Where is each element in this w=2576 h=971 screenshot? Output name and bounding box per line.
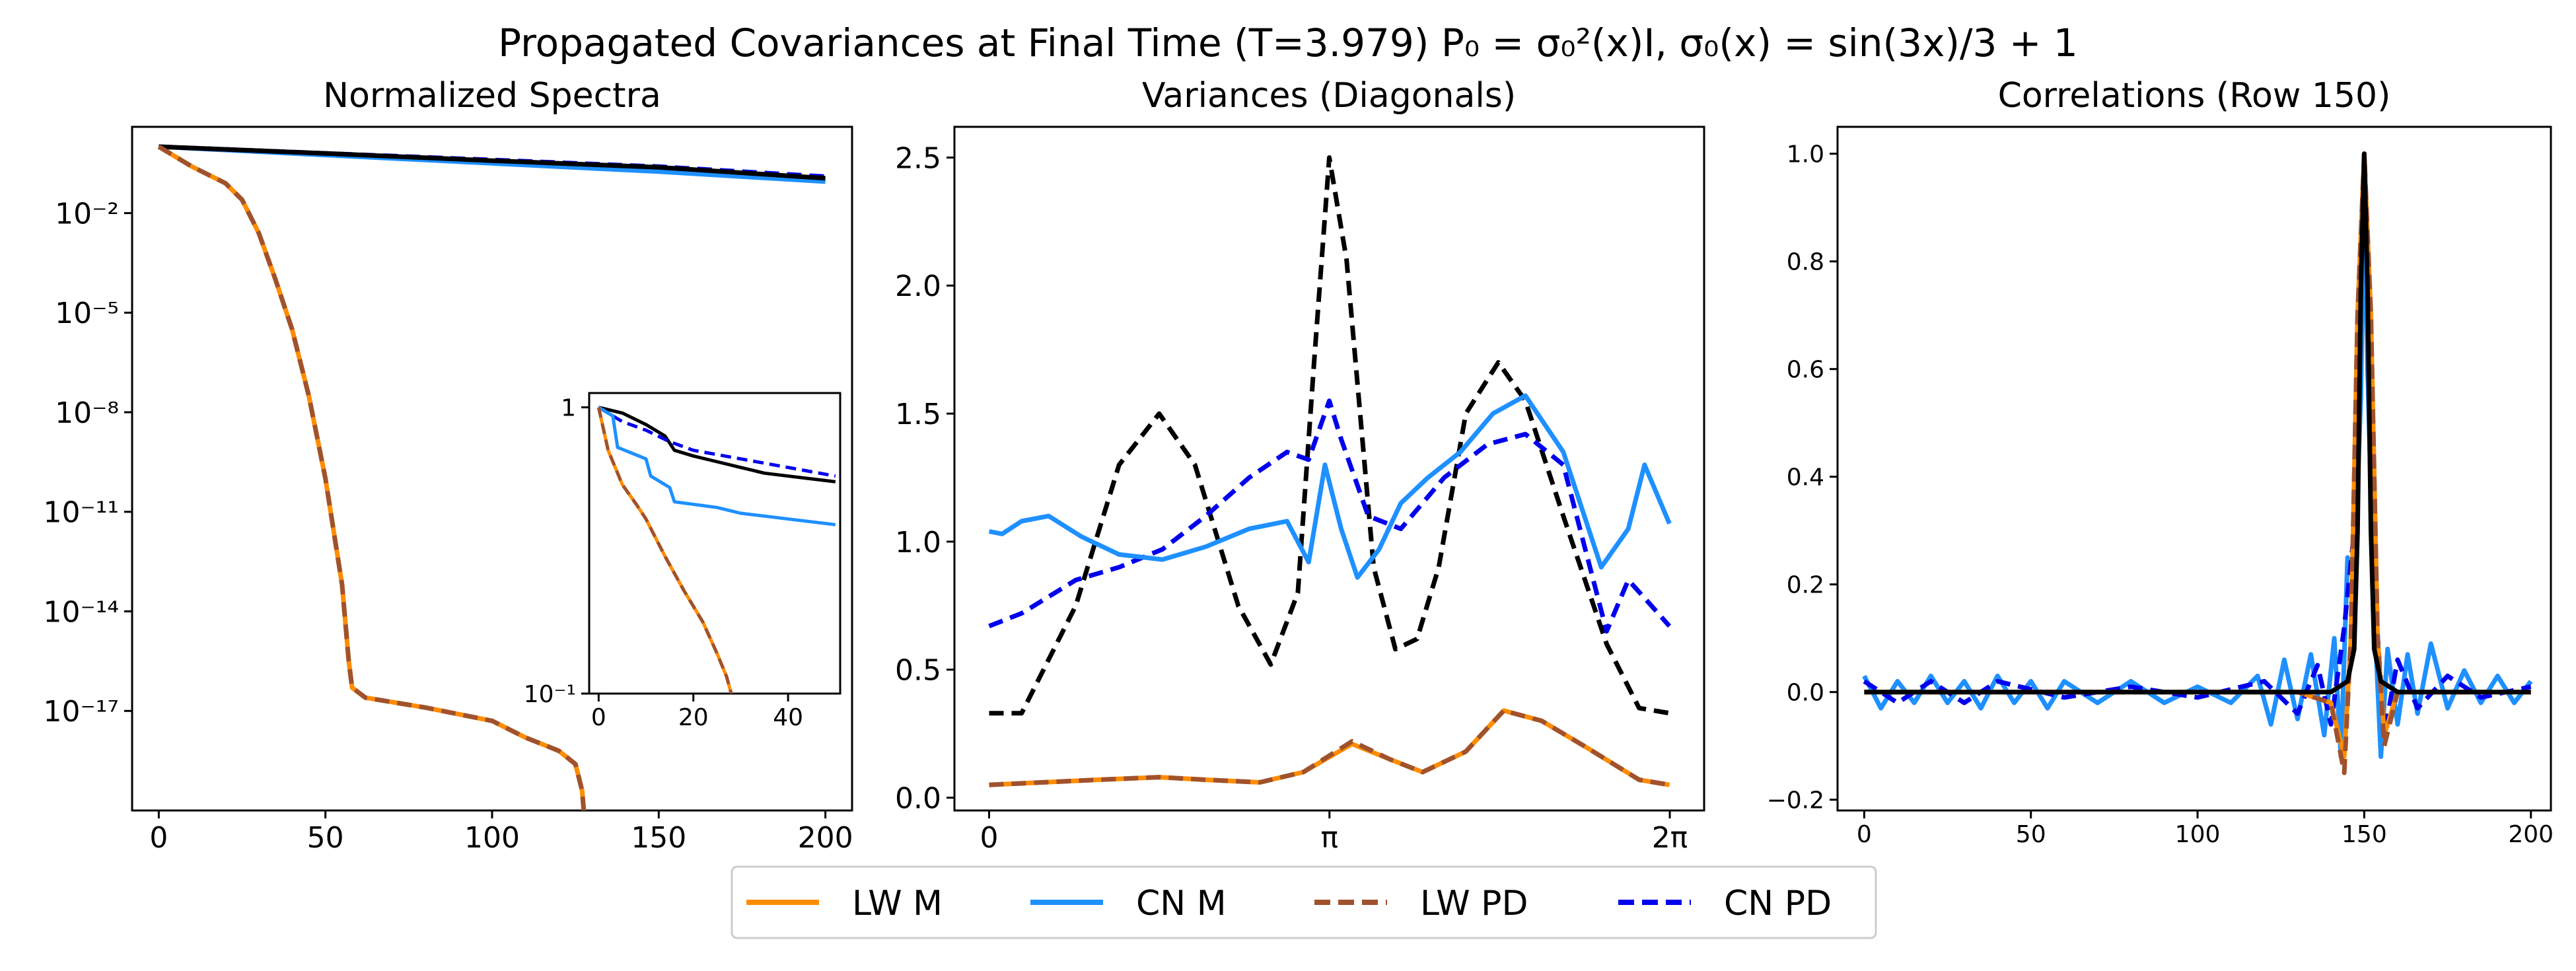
y-tick-label: 10⁻² (55, 197, 119, 231)
x-tick-label: 150 (631, 821, 686, 855)
panel-correlations: Correlations (Row 150) 0 50 100 150 200 −0.2 0… (1767, 76, 2554, 848)
y-tick-label: 0.6 (1787, 357, 1824, 384)
series-line-lw-pd (989, 708, 1670, 787)
x-tick-label: 200 (2508, 821, 2554, 848)
x-tick-label: 100 (2175, 821, 2221, 848)
legend: LW M CN M LW PD CN PD (731, 865, 1877, 939)
series-line-cn-pd (988, 398, 1672, 634)
y-tick-label: 10⁻⁸ (55, 396, 119, 430)
y-tick-label: 2.5 (895, 141, 941, 175)
legend-frame (731, 865, 1877, 939)
series-line-true (989, 155, 1670, 716)
legend-label: CN PD (1724, 884, 1832, 923)
series-line-true (1864, 151, 2531, 695)
x-tick-label: π (1321, 821, 1339, 855)
panel-title: Normalized Spectra (323, 76, 661, 116)
series-line-cn-m (598, 406, 836, 526)
series-line-cn-pd (598, 406, 836, 478)
x-tick-label: 50 (2016, 821, 2046, 848)
x-tick-label: 0 (1857, 821, 1872, 848)
x-tick-label: 2π (1652, 821, 1688, 855)
y-tick-label: 0.8 (1787, 249, 1824, 276)
y-tick-label: 2.0 (895, 270, 941, 303)
panel-normalized-spectra: Normalized Spectra 0 50 100 150 20010⁻²10⁻⁵1… (44, 76, 853, 855)
y-tick-label: 10⁻¹ (524, 681, 576, 708)
x-tick-label: 20 (678, 704, 709, 731)
y-tick-label: 1 (561, 395, 576, 422)
plot-frame (953, 126, 1705, 812)
x-tick-label: 50 (307, 821, 344, 855)
y-tick-label: 1.5 (895, 398, 941, 431)
legend-label: LW M (852, 884, 943, 923)
figure-title: Propagated Covariances at Final Time (T=… (498, 20, 2078, 65)
x-tick-label: 0 (980, 821, 998, 855)
y-tick-label: −0.2 (1767, 787, 1824, 814)
y-tick-label: 10⁻¹⁷ (44, 695, 120, 729)
series-line-cn-m (1862, 178, 2533, 759)
panel-title: Correlations (Row 150) (1998, 76, 2391, 116)
series-line-true (159, 144, 826, 181)
y-tick-label: 10⁻⁵ (55, 297, 119, 330)
x-tick-label: 0 (591, 704, 606, 731)
inset-plot: 0 20 40 1 10⁻¹ (524, 392, 841, 731)
y-tick-label: 0.5 (895, 654, 941, 688)
legend-label: CN M (1136, 884, 1227, 923)
y-tick-label: 0.2 (1787, 572, 1824, 599)
x-tick-label: 40 (773, 704, 803, 731)
x-tick-label: 200 (798, 821, 853, 855)
series-line-lw-pd (157, 145, 587, 810)
x-tick-label: 0 (149, 821, 168, 855)
y-tick-label: 1.0 (895, 526, 941, 559)
y-tick-label: 10⁻¹¹ (44, 496, 120, 530)
x-tick-label: 150 (2342, 821, 2387, 848)
y-tick-label: 0.4 (1787, 464, 1824, 491)
x-tick-label: 100 (464, 821, 520, 855)
series-line-cn-pd (1863, 151, 2532, 738)
plot-frame (1836, 126, 2552, 812)
legend-label: LW PD (1420, 884, 1528, 923)
series-line-lw-m (157, 145, 587, 810)
y-tick-label: 10⁻¹⁴ (44, 595, 120, 629)
series-line-lw-pd (596, 407, 733, 694)
y-tick-label: 0.0 (895, 781, 941, 815)
panel-variances: Variances (Diagonals) 0 π 2π 0.0 0.5 1.0 1.5 2.… (895, 76, 1705, 855)
y-tick-label: 0.0 (1787, 680, 1824, 707)
inset-frame (588, 392, 841, 695)
series-line-lw-m (1864, 151, 2531, 759)
series-line-lw-m (989, 708, 1670, 787)
y-tick-label: 1.0 (1787, 141, 1824, 168)
series-line-true (598, 406, 836, 484)
series-line-cn-m (988, 393, 1672, 580)
panel-title: Variances (Diagonals) (1142, 76, 1516, 116)
